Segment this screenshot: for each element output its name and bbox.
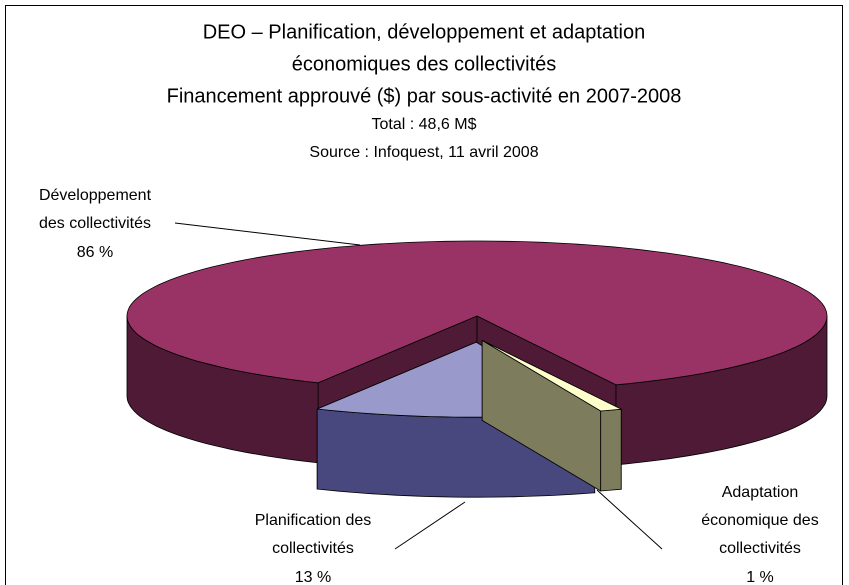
label-line: collectivités [719,540,801,557]
label-line: Développement [39,187,152,204]
chart-title: DEO – Planification, développement et ad… [203,21,646,43]
value-label: 86 % [77,244,113,261]
chart-title: économiques des collectivités [292,53,557,75]
chart-title: Financement approuvé ($) par sous-activi… [167,85,682,107]
label-line: des collectivités [39,215,151,232]
data-label: Adaptation économique des collectivités [701,484,818,557]
pie [126,240,828,498]
data-label: Planification des collectivités [255,512,372,557]
label-line: économique des [701,512,818,529]
value-label: 1 % [746,569,774,585]
leader-line [174,222,361,246]
label-line: collectivités [272,540,354,557]
chart-subtitle: Total : 48,6 M$ [372,116,477,133]
chart-subtitle: Source : Infoquest, 11 avril 2008 [309,144,538,161]
leader-line [596,489,663,550]
slice [126,240,828,386]
value-label: 13 % [295,569,331,585]
leader-line [394,501,466,550]
label-line: Planification des [255,512,372,529]
slice [481,340,623,412]
slice-side [600,408,622,492]
data-label: Développement des collectivités [39,187,152,232]
label-line: Adaptation [722,484,799,501]
slice [481,339,623,492]
